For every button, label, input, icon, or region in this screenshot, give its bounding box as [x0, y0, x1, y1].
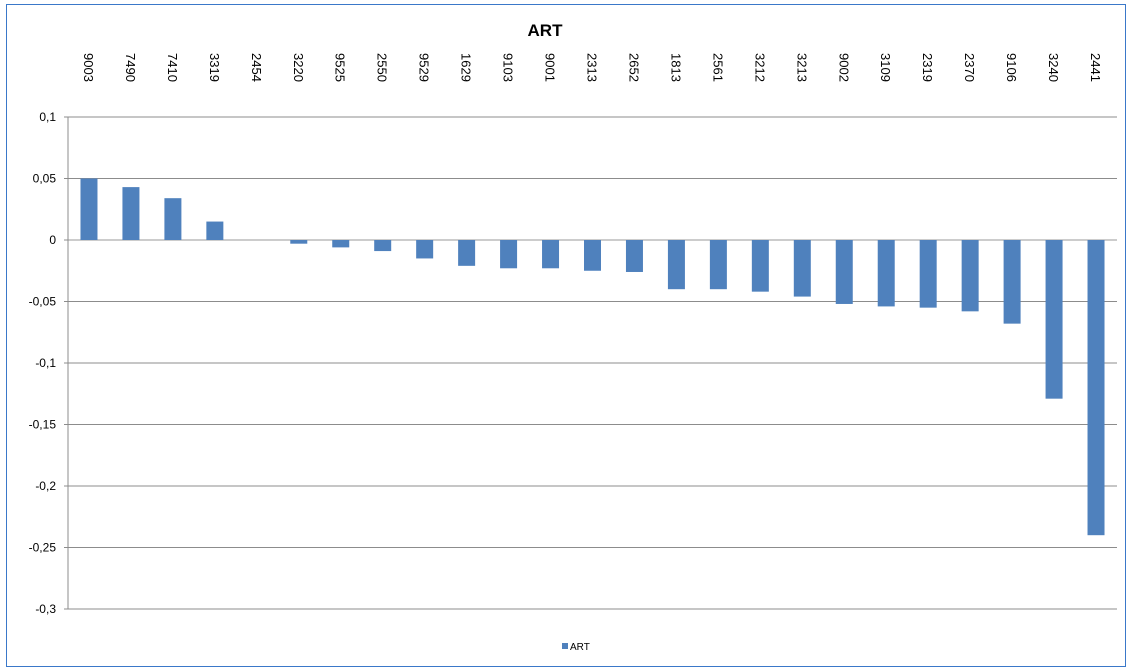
category-label: 1813	[668, 53, 683, 82]
bars	[80, 178, 1105, 536]
category-label: 2319	[920, 53, 935, 82]
y-tick-label: 0	[49, 233, 56, 247]
category-label: 9002	[836, 53, 851, 82]
category-label: 2454	[249, 53, 264, 82]
bar	[625, 240, 643, 272]
category-label: 2550	[375, 53, 390, 82]
y-tick-label: -0,25	[29, 541, 57, 555]
category-labels: 9003 7490 7410 3319 2454 3220 9525 2550 9529 1629…	[81, 53, 1103, 82]
y-axis-tick-labels: 0,1 0,05 0 -0,05 -0,1 -0,15 -0,2 -0,25 -0,3	[29, 110, 57, 616]
bar	[751, 240, 769, 292]
bar	[374, 240, 392, 252]
category-label: 9103	[501, 53, 516, 82]
category-label: 2652	[626, 53, 641, 82]
category-label: 9525	[333, 53, 348, 82]
y-tick-label: -0,3	[35, 602, 56, 616]
y-tick-label: 0,1	[39, 110, 56, 124]
chart-title: ART	[528, 21, 564, 40]
category-label: 3212	[752, 53, 767, 82]
bar	[290, 240, 308, 244]
bar	[500, 240, 518, 269]
category-label: 2313	[585, 53, 600, 82]
bar	[542, 240, 560, 269]
bar	[877, 240, 895, 307]
legend: ART	[562, 642, 590, 653]
category-label: 3319	[207, 53, 222, 82]
bar	[164, 198, 182, 240]
bar	[122, 187, 140, 240]
y-tick-label: -0,1	[35, 356, 56, 370]
bar	[458, 240, 476, 266]
category-label: 7410	[165, 53, 180, 82]
y-tick-label: -0,05	[29, 295, 57, 309]
bar	[584, 240, 601, 271]
category-label: 3213	[794, 53, 809, 82]
category-label: 2441	[1088, 53, 1103, 82]
category-label: 2370	[962, 53, 977, 82]
bar	[709, 240, 727, 290]
bar	[667, 240, 685, 290]
bar	[1087, 240, 1105, 536]
y-tick-label: 0,05	[33, 172, 57, 186]
gridlines	[64, 116, 1117, 610]
category-label: 9529	[417, 53, 432, 82]
bar	[80, 178, 98, 240]
bar	[1045, 240, 1063, 399]
category-label: 9003	[81, 53, 96, 82]
chart-frame	[6, 4, 1126, 667]
bar	[416, 240, 434, 259]
bar	[961, 240, 979, 312]
bar	[1003, 240, 1021, 324]
bar	[332, 240, 350, 248]
bar	[835, 240, 853, 304]
category-label: 3109	[878, 53, 893, 82]
category-label: 2561	[710, 53, 725, 82]
bar	[206, 221, 224, 240]
bar	[793, 240, 811, 297]
legend-label: ART	[570, 642, 590, 653]
bar	[919, 240, 937, 308]
y-tick-label: -0,2	[35, 479, 56, 493]
category-label: 9106	[1004, 53, 1019, 82]
category-label: 9001	[543, 53, 558, 82]
category-label: 3220	[291, 53, 306, 82]
category-label: 7490	[123, 53, 138, 82]
legend-swatch	[562, 643, 568, 649]
y-tick-label: -0,15	[29, 418, 57, 432]
category-label: 1629	[459, 53, 474, 82]
category-label: 3240	[1046, 53, 1061, 82]
